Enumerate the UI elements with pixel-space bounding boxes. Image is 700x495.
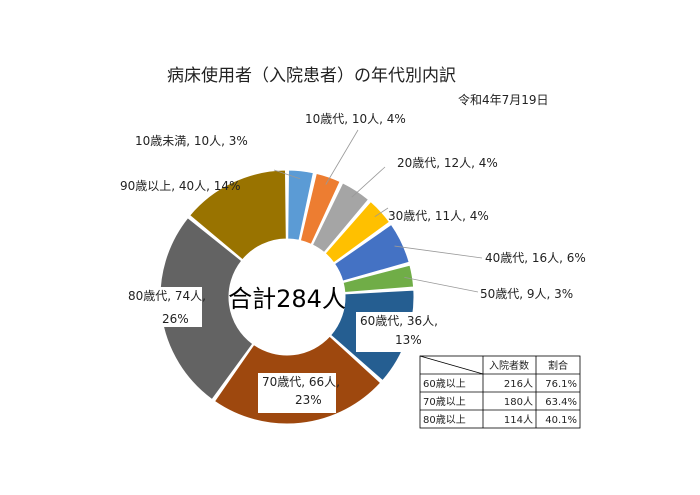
- table-cell: 76.1%: [545, 379, 577, 390]
- data-label: 90歳以上, 40人, 14%: [120, 179, 240, 193]
- table-cell: 63.4%: [545, 397, 577, 408]
- table-cell: 60歳以上: [423, 378, 466, 390]
- leader-line: [374, 207, 389, 217]
- data-label: 70歳代, 66人,: [262, 375, 340, 389]
- data-label: 10歳未満, 10人, 3%: [135, 134, 248, 148]
- data-label: 80歳代, 74人,: [128, 289, 206, 303]
- table-cell: 216人: [504, 378, 533, 390]
- slice-0: [287, 169, 314, 241]
- table-cell: 80歳以上: [423, 414, 466, 426]
- data-labels: 10歳未満, 10人, 3% 10歳代, 10人, 4% 20歳代, 12人, 4%…: [120, 112, 586, 413]
- leader-lines: [273, 129, 483, 293]
- slice-8: [159, 217, 254, 401]
- data-label-pct: 13%: [395, 333, 422, 347]
- slice-2: [311, 182, 370, 254]
- chart-date: 令和4年7月19日: [458, 92, 549, 107]
- summary-table: 入院者数 割合 60歳以上 216人 76.1% 70歳以上 180人 63.4…: [419, 355, 581, 429]
- slice-3: [324, 200, 391, 264]
- leader-line: [351, 166, 386, 198]
- label-background: [258, 373, 336, 413]
- slice-1: [299, 172, 341, 245]
- label-background: [356, 312, 434, 352]
- leader-line: [394, 245, 483, 259]
- data-label: 30歳代, 11人, 4%: [388, 209, 489, 223]
- data-label: 60歳代, 36人,: [360, 314, 438, 328]
- table-cell: 114人: [504, 414, 533, 426]
- slice-4: [333, 223, 410, 282]
- data-label: 10歳代, 10人, 4%: [305, 112, 406, 126]
- data-label: 50歳代, 9人, 3%: [480, 287, 573, 301]
- chart-title: 病床使用者（入院患者）の年代別内訳: [167, 65, 456, 86]
- leader-line: [404, 276, 479, 293]
- table-cell: 40.1%: [545, 415, 577, 426]
- data-label-pct: 26%: [162, 312, 189, 326]
- label-background: [124, 287, 202, 327]
- table-header-count: 入院者数: [489, 359, 529, 372]
- leader-line: [273, 169, 301, 180]
- total-label: 合計284人: [228, 285, 346, 313]
- table-header-ratio: 割合: [548, 359, 568, 372]
- table-cell: 180人: [504, 396, 533, 408]
- slice-9: [188, 169, 287, 261]
- data-label: 20歳代, 12人, 4%: [397, 156, 498, 170]
- data-label-pct: 23%: [295, 393, 322, 407]
- slice-5: [342, 264, 415, 293]
- data-label: 40歳代, 16人, 6%: [485, 251, 586, 265]
- leader-line: [325, 129, 359, 185]
- table-cell: 70歳以上: [423, 396, 466, 408]
